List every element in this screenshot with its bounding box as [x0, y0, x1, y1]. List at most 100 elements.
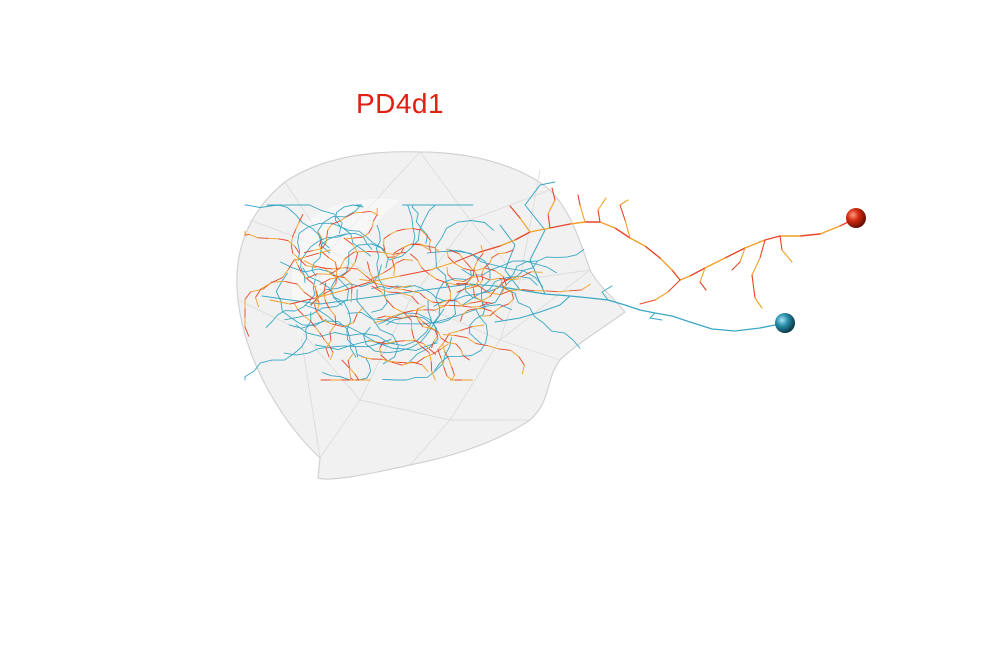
neurite-branch — [324, 268, 334, 276]
neurite-branch — [597, 209, 601, 223]
neurite-branch — [581, 283, 591, 291]
neurite-branch — [577, 194, 581, 206]
neurite-branch — [327, 256, 336, 263]
neurite-branch — [443, 366, 448, 377]
neurite-branch — [377, 315, 386, 319]
neurite-branch — [508, 298, 514, 305]
blue-neuron-soma[interactable] — [775, 313, 795, 333]
neurite-branch — [472, 288, 475, 297]
neurite-branch — [257, 237, 269, 239]
red-neuron-arbor[interactable] — [244, 187, 857, 381]
neurite-branch — [392, 251, 406, 255]
neurite-branch — [519, 217, 531, 233]
neurite-branch — [331, 220, 341, 225]
neurite-branch — [265, 279, 316, 328]
neurite-branch — [431, 370, 436, 381]
neurite-branch — [367, 339, 378, 343]
neurite-branch — [353, 250, 368, 253]
neurite-branch — [331, 323, 344, 328]
neurite-branch — [312, 248, 322, 252]
neurite-branch — [345, 212, 355, 218]
neurite-branch — [483, 308, 492, 312]
neurite-branch — [644, 245, 661, 259]
neurite-branch — [347, 353, 354, 362]
neurite-branch — [473, 267, 486, 272]
neurite-branch — [244, 326, 250, 337]
neurite-branch — [425, 234, 431, 241]
neurite-branch — [689, 267, 706, 277]
neurite-branch — [494, 270, 504, 277]
neurite-branch — [275, 272, 327, 327]
neurite-branch — [382, 337, 452, 381]
neurite-branch — [329, 352, 334, 361]
neurite-branch — [410, 253, 419, 261]
neurite-branch — [509, 205, 521, 219]
neurite-branch — [401, 361, 413, 366]
neurite-branch — [502, 275, 507, 285]
neurite-branch — [503, 287, 581, 349]
neurite-branch — [296, 283, 305, 293]
neurite-branch — [314, 289, 346, 299]
neurite-branch — [342, 322, 355, 328]
neurite-branch — [305, 264, 317, 269]
neurite-branch — [421, 364, 429, 372]
neurite-branch — [505, 288, 513, 294]
neurite-branch — [431, 301, 442, 304]
neurite-branch — [294, 245, 300, 254]
neurite-branch — [306, 278, 314, 285]
neurite-branch — [489, 310, 496, 316]
neurite-branch — [429, 261, 456, 271]
neurite-branch — [244, 233, 250, 236]
neurite-branch — [295, 221, 300, 230]
neurite-branch — [344, 237, 355, 240]
neurite-branch — [289, 297, 316, 305]
neurite-branch — [461, 309, 469, 316]
neurite-branch — [724, 247, 746, 259]
neurite-branch — [373, 214, 378, 222]
neurite-branch — [499, 239, 516, 247]
neurite-branch — [420, 345, 430, 354]
neurite-branch — [474, 295, 483, 303]
neurite-branch — [385, 285, 400, 288]
neurite-branch — [397, 361, 408, 364]
red-neuron-soma[interactable] — [846, 208, 866, 228]
neurite-branch — [433, 335, 438, 343]
neurite-branch — [639, 299, 656, 305]
neurite-branch — [386, 341, 397, 345]
neurite-branch — [248, 233, 259, 239]
neurite-branch — [371, 285, 382, 293]
neurite-branch — [383, 244, 386, 252]
neurite-branch — [488, 292, 501, 296]
neurite-branch — [819, 225, 841, 235]
neurite-branch — [422, 326, 432, 329]
neurite-branch — [244, 204, 343, 234]
neurite-branch — [547, 199, 556, 215]
neuron-title: PD4d1 — [355, 88, 445, 119]
neurite-branch — [446, 248, 449, 258]
neurite-branch — [411, 361, 423, 366]
neurite-branch — [260, 282, 272, 290]
neurite-branch — [495, 315, 503, 321]
neurite-branch — [313, 265, 326, 269]
neurite-branch — [481, 315, 491, 317]
neurite-branch — [451, 374, 455, 381]
neurite-branch — [466, 275, 474, 284]
neurite-branch — [378, 312, 439, 364]
neurite-branch — [614, 227, 631, 239]
neurite-branch — [383, 234, 391, 240]
neurite-branch — [349, 367, 356, 375]
neurite-branch — [659, 257, 673, 271]
neurite-branch — [316, 311, 323, 319]
neurite-branch — [422, 343, 430, 350]
neurite-branch — [456, 282, 468, 286]
neurite-branch — [521, 289, 535, 292]
neurite-branch — [417, 305, 426, 310]
neurite-branch — [408, 315, 419, 318]
neurite-branch — [420, 244, 430, 251]
neurite-branch — [395, 340, 406, 342]
neurite-branch — [667, 279, 681, 293]
neurite-branch — [310, 264, 382, 306]
neurite-branch — [391, 361, 403, 366]
neurite-branch — [356, 306, 365, 315]
